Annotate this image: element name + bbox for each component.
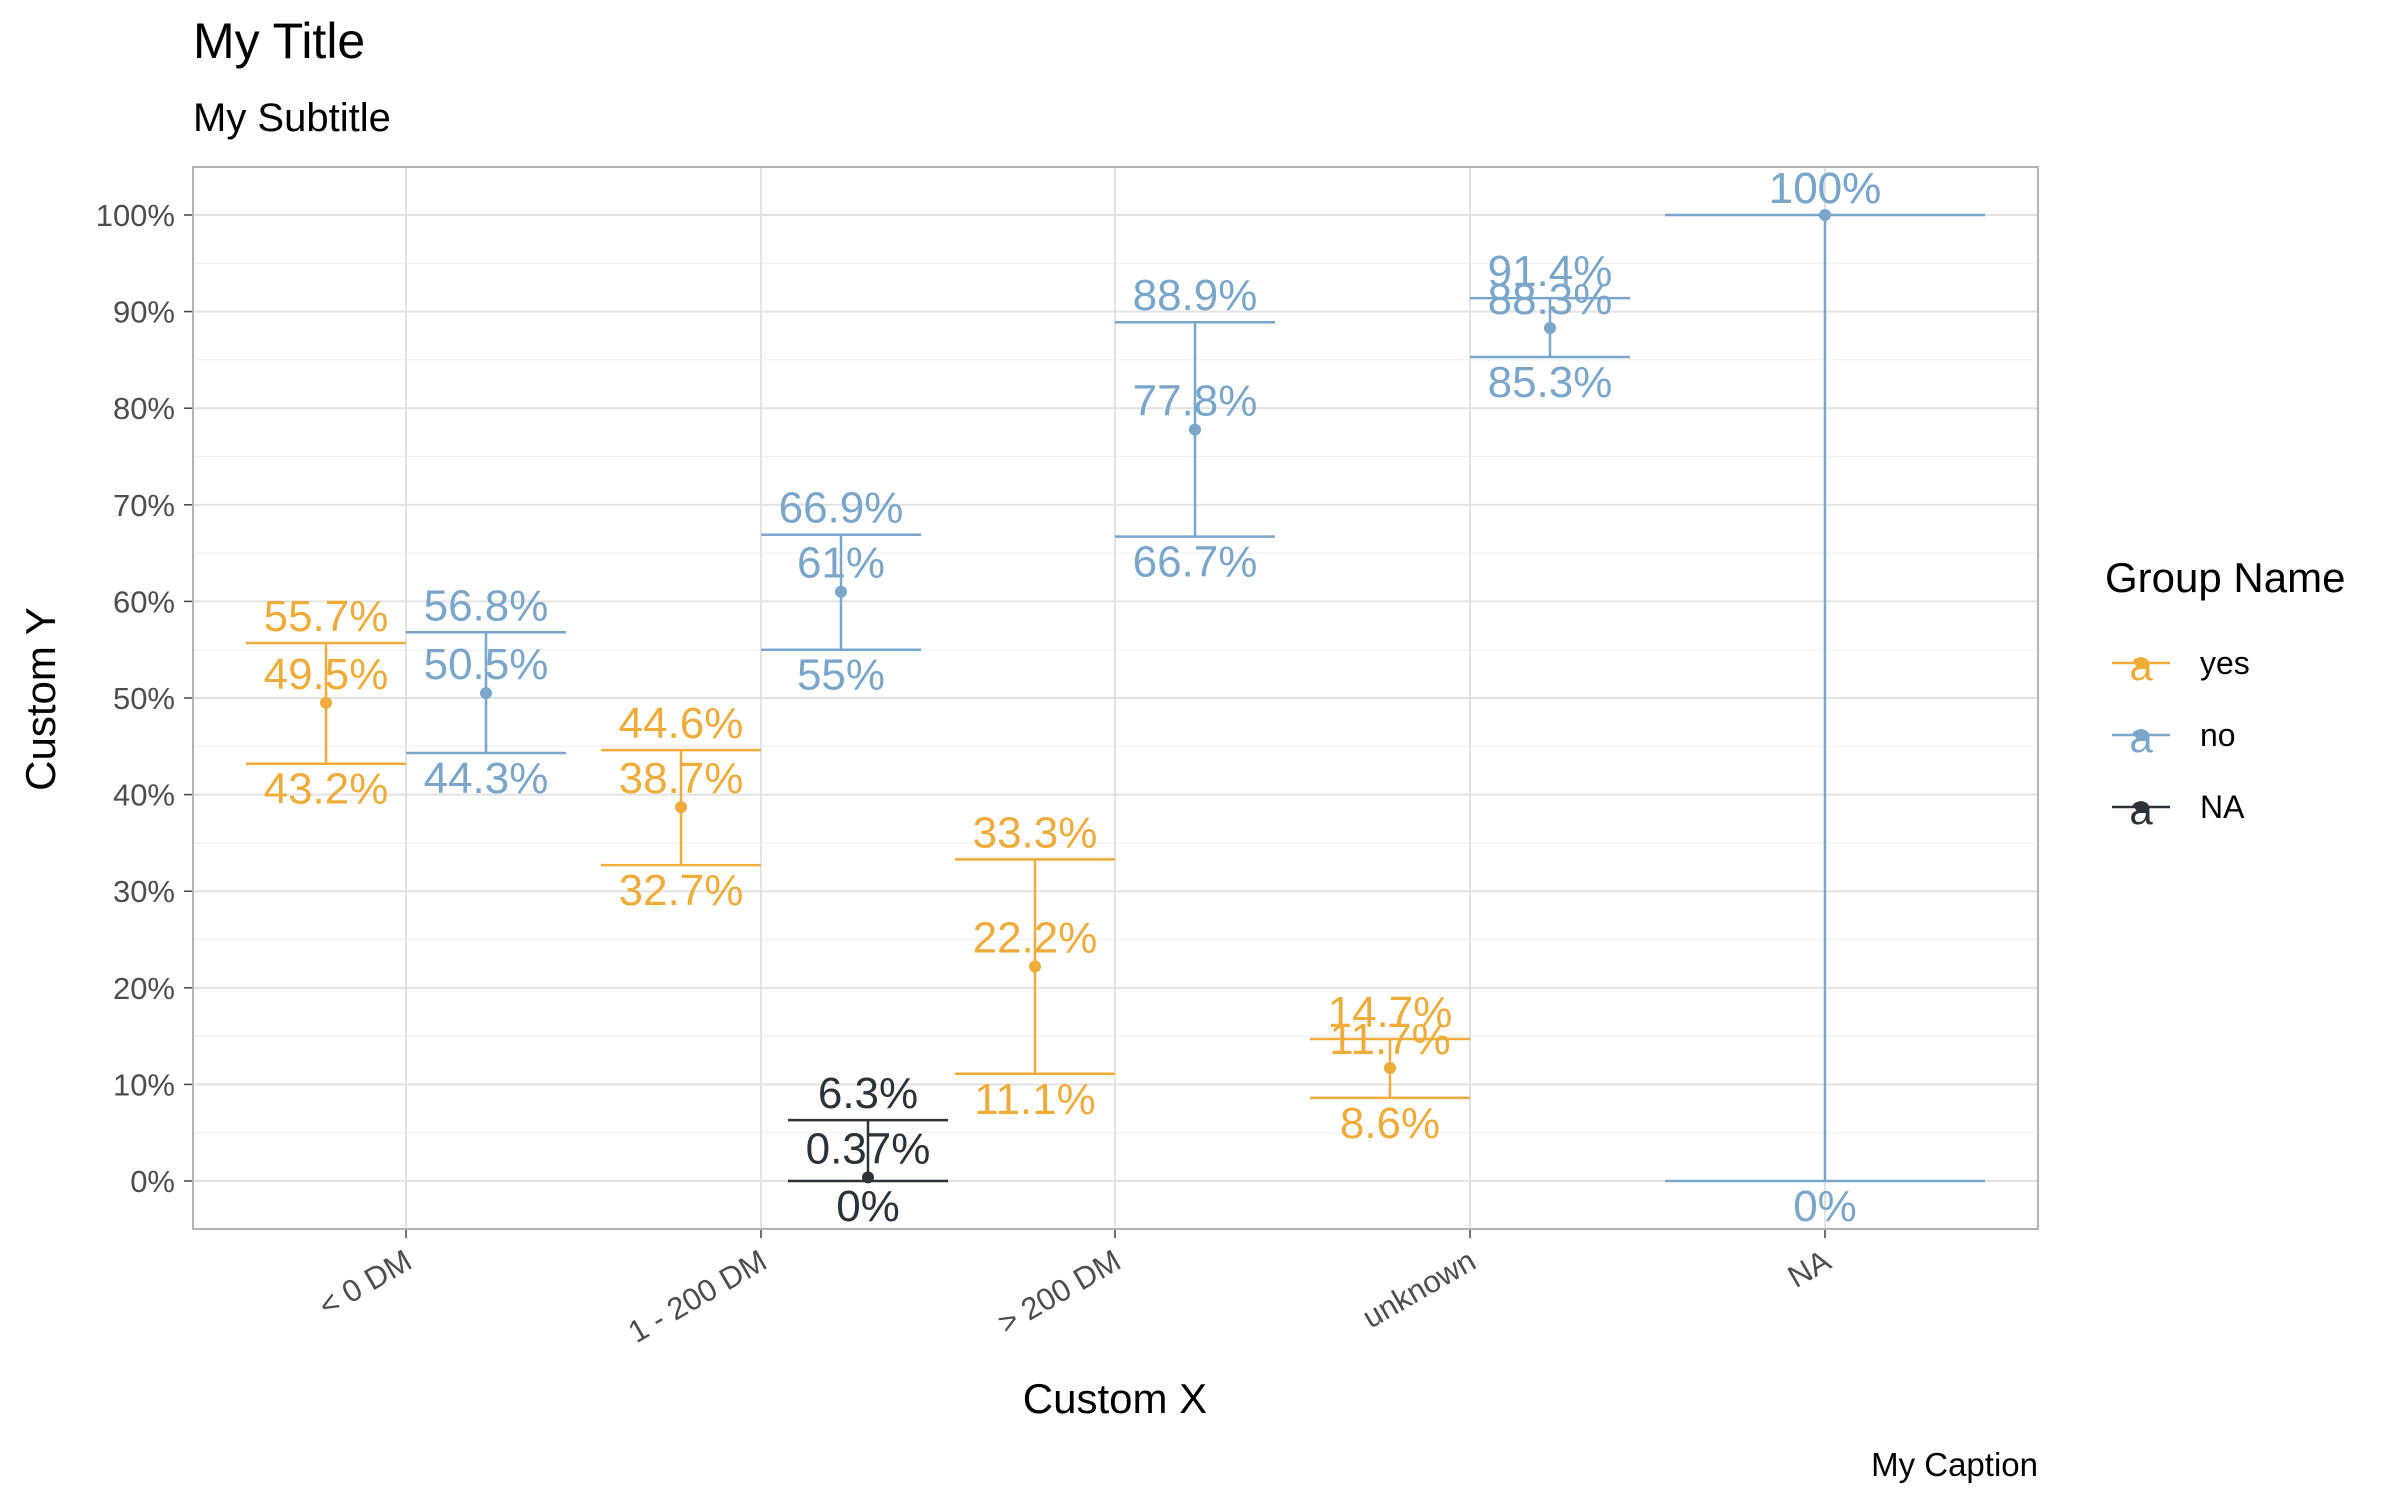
x-tick-label: < 0 DM (313, 1243, 418, 1324)
y-tick-label: 30% (113, 874, 175, 909)
lower-label: 55% (797, 651, 885, 700)
estimate-point (480, 687, 492, 700)
estimate-label: 77.8% (1133, 376, 1258, 425)
upper-label: 88.9% (1133, 271, 1258, 320)
estimate-label: 50.5% (424, 640, 549, 689)
y-axis-title: Custom Y (17, 607, 64, 791)
lower-label: 8.6% (1340, 1099, 1440, 1148)
estimate-label: 0.37% (806, 1124, 931, 1173)
estimate-label: 61% (797, 539, 885, 588)
estimate-label: 11.7% (1329, 1015, 1451, 1064)
upper-label: 100% (1769, 164, 1882, 213)
chart-subtitle: My Subtitle (193, 96, 391, 140)
y-tick-label: 0% (130, 1164, 175, 1199)
legend-key-glyph: a (2129, 714, 2153, 761)
upper-label: 44.6% (619, 699, 744, 748)
series-marks (246, 209, 1985, 1184)
upper-label: 14.7% (1328, 988, 1453, 1037)
lower-label: 66.7% (1133, 538, 1258, 587)
x-tick-label: unknown (1357, 1243, 1482, 1335)
legend-key-point (2135, 657, 2147, 669)
estimate-point (862, 1171, 874, 1184)
legend-title: Group Name (2105, 554, 2345, 601)
estimate-label: 100% (1769, 164, 1882, 213)
y-tick-label: 80% (113, 391, 175, 426)
lower-label: 0% (836, 1182, 900, 1231)
estimate-label: 38.7% (619, 754, 744, 803)
y-tick-label: 100% (96, 198, 175, 233)
upper-label: 6.3% (818, 1069, 918, 1118)
lower-label: 44.3% (424, 754, 549, 803)
legend-entry-label: yes (2200, 645, 2250, 681)
data-labels: 55.7% 49.5% 43.2% 44.6% 38.7% 32.7% 33.3% 22.2%… (264, 164, 1882, 1231)
lower-label: 0% (1793, 1182, 1857, 1231)
x-tick-label: NA (1782, 1243, 1837, 1295)
legend-key-glyph: a (2129, 642, 2153, 689)
upper-label: 55.7% (264, 592, 389, 641)
upper-label: 66.9% (779, 484, 904, 533)
chart-title: My Title (193, 13, 365, 69)
estimate-point (1544, 322, 1556, 335)
lower-label: 85.3% (1488, 358, 1613, 407)
x-tick-label: 1 - 200 DM (622, 1243, 772, 1350)
y-tick-label: 90% (113, 295, 175, 330)
upper-label: 33.3% (973, 808, 1098, 857)
y-tick-label: 70% (113, 488, 175, 523)
estimate-label: 22.2% (973, 914, 1098, 963)
legend-entry-label: NA (2200, 789, 2245, 825)
estimate-point (320, 696, 332, 709)
y-tick-label: 60% (113, 584, 175, 619)
estimate-label: 88.3% (1488, 275, 1613, 324)
legend: Group Name a yes a no a NA (2105, 554, 2345, 833)
estimate-point (1384, 1061, 1396, 1074)
lower-label: 32.7% (619, 866, 744, 915)
legend-key-glyph: a (2129, 786, 2153, 833)
estimate-point (675, 801, 687, 814)
legend-key-point (2135, 801, 2147, 813)
estimate-point (835, 585, 847, 598)
lower-label: 11.1% (974, 1075, 1096, 1124)
plot-border (192, 166, 2039, 1230)
legend-entry-label: no (2200, 717, 2236, 753)
y-tick-label: 50% (113, 681, 175, 716)
legend-key-point (2135, 729, 2147, 741)
x-axis-title: Custom X (1023, 1375, 1207, 1422)
estimate-point (1189, 423, 1201, 436)
upper-label: 91.4% (1488, 247, 1613, 296)
y-tick-label: 10% (113, 1067, 175, 1102)
y-tick-label: 20% (113, 971, 175, 1006)
y-tick-label: 40% (113, 778, 175, 813)
estimate-label: 49.5% (264, 650, 389, 699)
upper-label: 56.8% (424, 581, 549, 630)
x-tick-label: > 200 DM (992, 1243, 1127, 1341)
estimate-point (1819, 209, 1831, 221)
chart-caption: My Caption (1871, 1446, 2038, 1483)
grid (193, 167, 2038, 1229)
lower-label: 43.2% (264, 765, 389, 814)
estimate-point (1029, 960, 1041, 973)
